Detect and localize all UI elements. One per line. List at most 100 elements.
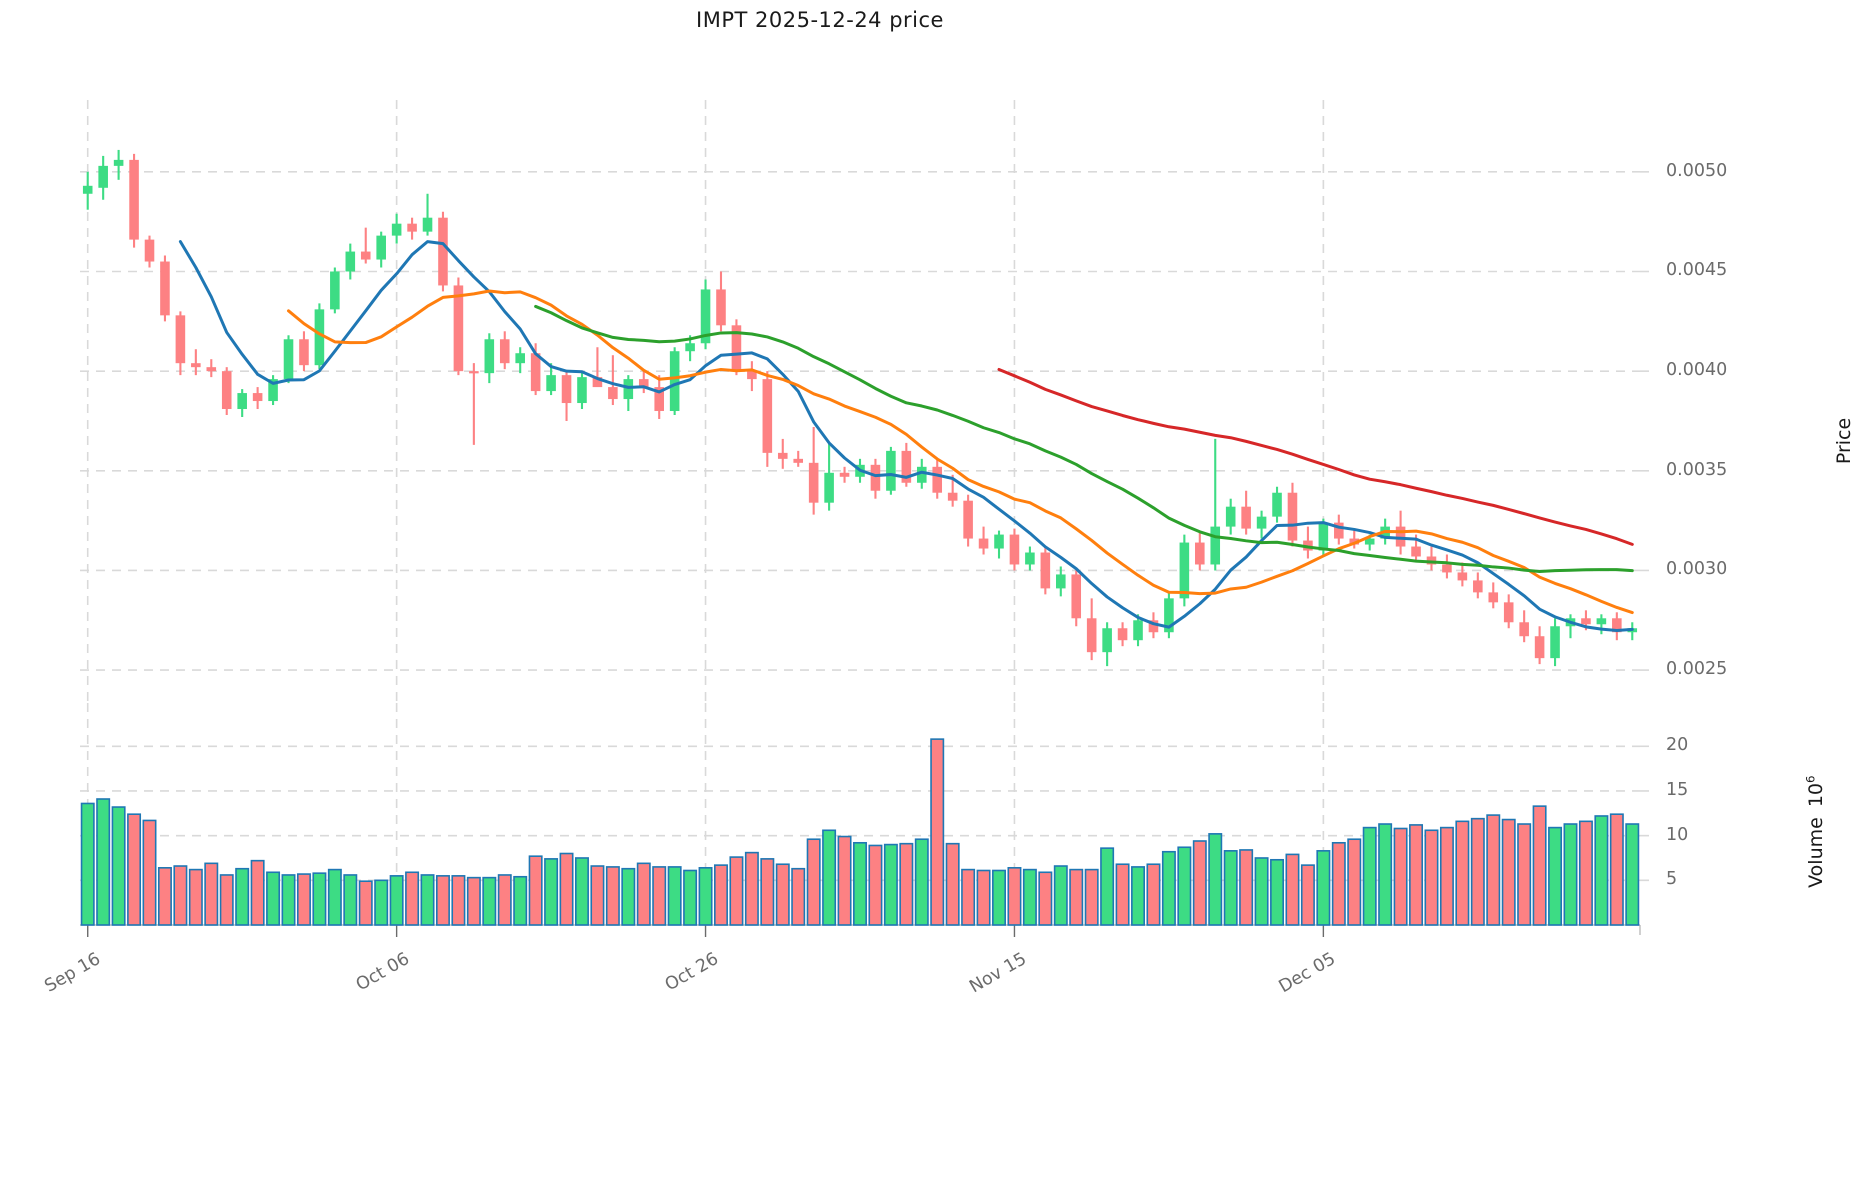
volume-axis-exponent-base: 10 bbox=[1804, 782, 1827, 808]
volume-bar bbox=[1038, 871, 1053, 926]
candle-body bbox=[932, 466, 943, 493]
candle-body bbox=[1457, 572, 1468, 581]
candle-body bbox=[1488, 592, 1499, 603]
volume-bar bbox=[1146, 863, 1161, 926]
candle-body bbox=[978, 538, 989, 549]
volume-bar bbox=[760, 858, 775, 926]
volume-bar bbox=[1300, 864, 1315, 926]
candle-body bbox=[515, 353, 525, 364]
candle-body bbox=[221, 371, 232, 410]
price-axis-label: Price bbox=[1832, 417, 1855, 465]
candlestick-series bbox=[82, 149, 1638, 667]
volume-bar bbox=[127, 813, 142, 926]
candle-body bbox=[98, 165, 108, 188]
volume-bar bbox=[1424, 829, 1439, 926]
volume-bar bbox=[389, 875, 404, 926]
volume-bar bbox=[1532, 805, 1547, 926]
candle-body bbox=[1581, 618, 1591, 625]
volume-bar bbox=[961, 868, 976, 926]
candle-body bbox=[700, 289, 711, 344]
candle-body bbox=[1241, 506, 1251, 529]
candle-body bbox=[1503, 602, 1514, 623]
candle-body bbox=[608, 387, 618, 400]
candle-body bbox=[1195, 542, 1205, 565]
candle-body bbox=[1117, 628, 1128, 641]
volume-bar bbox=[528, 855, 543, 926]
candle-body bbox=[1318, 522, 1329, 551]
candle-body bbox=[530, 353, 541, 392]
volume-bar bbox=[945, 842, 960, 926]
volume-bar bbox=[683, 869, 698, 926]
candle-body bbox=[1287, 492, 1298, 541]
volume-bar bbox=[806, 838, 821, 926]
volume-bar bbox=[1115, 863, 1130, 926]
volume-bar bbox=[466, 876, 481, 926]
candle-body bbox=[638, 379, 649, 388]
candle-body bbox=[191, 363, 201, 368]
volume-bar bbox=[405, 871, 420, 926]
volume-bar bbox=[1409, 824, 1424, 926]
candle-body bbox=[963, 500, 973, 539]
candle-body bbox=[1349, 538, 1360, 545]
volume-bar bbox=[173, 865, 188, 926]
candle-body bbox=[345, 251, 356, 272]
volume-bar bbox=[1393, 827, 1408, 926]
volume-bar bbox=[111, 806, 126, 926]
candle-body bbox=[654, 387, 664, 412]
volume-bar bbox=[1362, 826, 1377, 926]
volume-bar bbox=[296, 873, 311, 926]
volume-bar bbox=[1084, 868, 1099, 926]
candle-body bbox=[1596, 618, 1607, 625]
candle-body bbox=[1009, 534, 1020, 565]
volume-bar bbox=[837, 835, 852, 926]
candle-body bbox=[623, 379, 634, 400]
candle-body bbox=[824, 472, 834, 503]
volume-bar bbox=[1177, 846, 1192, 926]
volume-bar bbox=[1470, 817, 1485, 926]
candle-body bbox=[469, 371, 479, 374]
volume-bar bbox=[544, 858, 559, 926]
candle-body bbox=[237, 393, 247, 410]
volume-bar bbox=[729, 856, 744, 926]
candle-body bbox=[947, 492, 958, 501]
candle-body bbox=[731, 325, 742, 372]
volume-bar bbox=[744, 851, 759, 926]
volume-axis-exponent-power: 6 bbox=[1803, 775, 1818, 783]
candle-body bbox=[1256, 516, 1267, 529]
volume-bar bbox=[219, 874, 234, 926]
volume-bar bbox=[605, 866, 620, 926]
candle-body bbox=[669, 351, 680, 412]
candle-body bbox=[391, 223, 402, 236]
volume-bar bbox=[374, 879, 389, 926]
volume-bar bbox=[1161, 850, 1176, 926]
volume-series bbox=[80, 738, 1640, 926]
candle-body bbox=[407, 223, 417, 232]
candle-body bbox=[546, 375, 556, 392]
volume-bar bbox=[358, 880, 373, 926]
volume-bar bbox=[235, 867, 250, 926]
candle-body bbox=[314, 309, 325, 366]
candle-body bbox=[685, 343, 695, 352]
candle-body bbox=[1179, 542, 1190, 599]
candle-body bbox=[175, 315, 186, 364]
volume-tick-label: 20 bbox=[1666, 735, 1689, 756]
volume-bar bbox=[1486, 814, 1501, 926]
candle-body bbox=[1148, 620, 1159, 633]
volume-bar bbox=[96, 798, 111, 926]
volume-bar bbox=[1270, 858, 1285, 926]
volume-bar bbox=[590, 865, 605, 926]
price-tick-label: 0.0045 bbox=[1666, 260, 1728, 281]
candle-body bbox=[1612, 618, 1622, 633]
candle-body bbox=[376, 235, 386, 260]
volume-bar bbox=[930, 738, 945, 926]
volume-bar bbox=[1331, 841, 1346, 926]
candle-body bbox=[1411, 546, 1421, 557]
candle-body bbox=[82, 185, 93, 194]
candle-body bbox=[577, 377, 587, 404]
candle-body bbox=[1040, 552, 1051, 589]
volume-bar bbox=[1285, 853, 1300, 926]
volume-bar bbox=[1316, 850, 1331, 926]
candle-body bbox=[1364, 538, 1375, 545]
volume-bar bbox=[1378, 823, 1393, 926]
